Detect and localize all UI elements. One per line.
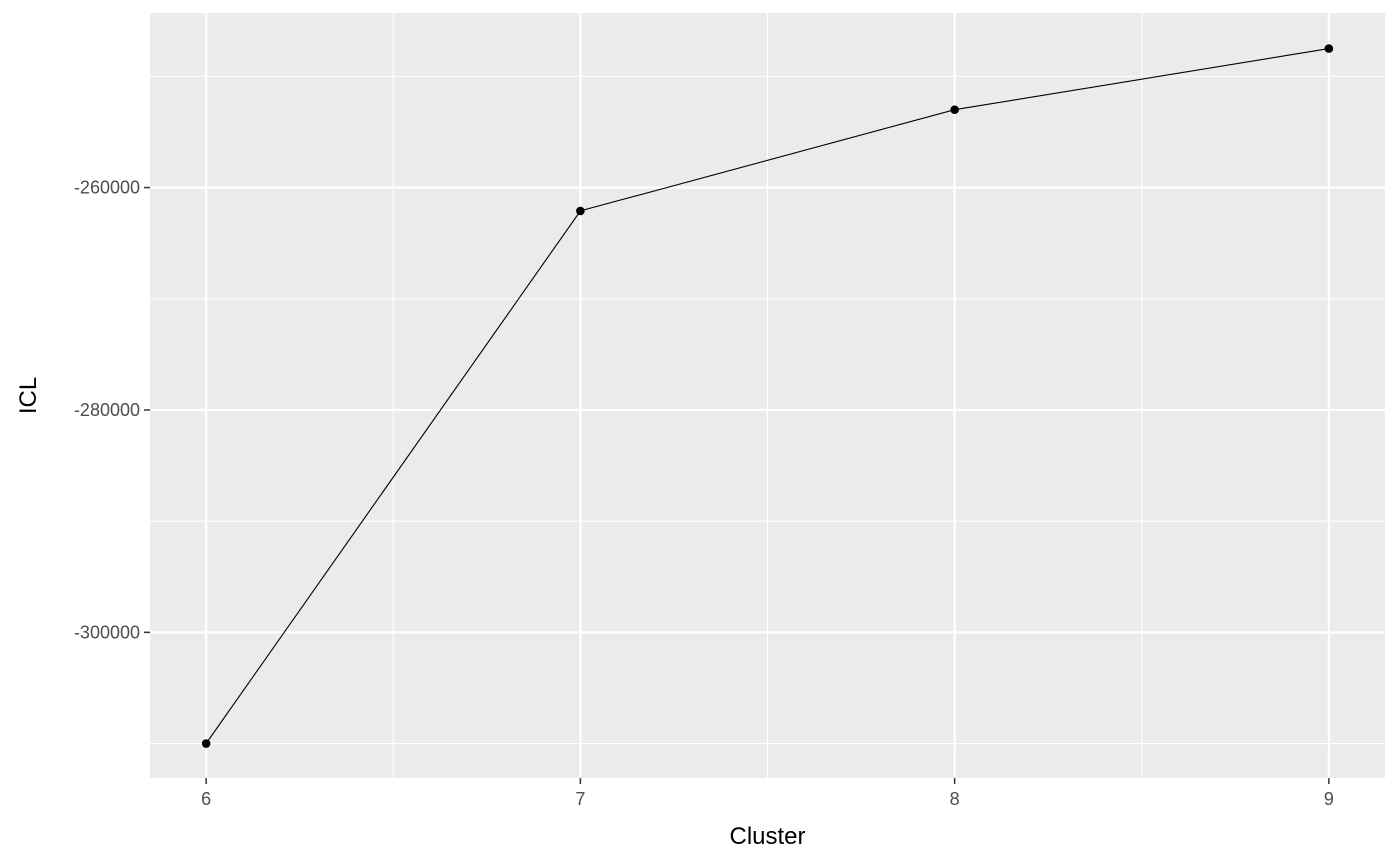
series-line (205, 48, 1329, 744)
data-point (950, 105, 959, 115)
x-axis-title: Cluster (729, 823, 805, 850)
y-axis: -300000 -280000 -260000 (74, 178, 150, 642)
y-tick-label: -280000 (74, 400, 140, 420)
points-layer (201, 44, 1334, 748)
data-point (201, 739, 211, 748)
x-tick-label: 7 (575, 789, 585, 809)
series-layer (205, 48, 1329, 744)
x-tick-label: 6 (201, 789, 211, 809)
y-tick-label: -260000 (74, 178, 140, 198)
minor-gridlines (150, 13, 1385, 778)
data-point (1324, 44, 1334, 53)
data-point (576, 206, 585, 216)
y-tick-label: -300000 (74, 622, 140, 642)
x-axis: 6 7 8 9 (201, 778, 1334, 809)
y-axis-title: ICL (15, 377, 42, 414)
major-gridlines (150, 13, 1385, 778)
x-tick-label: 8 (950, 789, 960, 809)
x-tick-label: 9 (1324, 789, 1334, 809)
